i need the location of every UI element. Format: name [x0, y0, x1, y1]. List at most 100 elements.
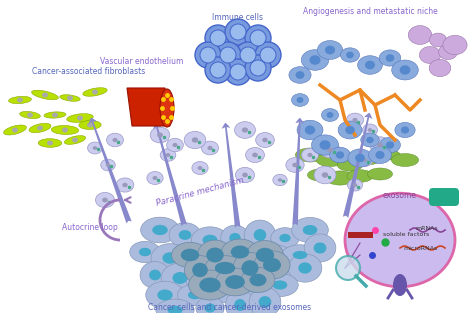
Ellipse shape	[363, 158, 367, 162]
Ellipse shape	[249, 287, 281, 313]
Ellipse shape	[60, 95, 80, 101]
Ellipse shape	[393, 274, 407, 296]
Circle shape	[225, 19, 251, 45]
Ellipse shape	[400, 65, 410, 74]
Ellipse shape	[429, 33, 447, 47]
Circle shape	[260, 47, 276, 63]
Ellipse shape	[192, 162, 208, 174]
Ellipse shape	[208, 146, 212, 150]
Text: Angiogenesis and metastatic niche: Angiogenesis and metastatic niche	[302, 8, 438, 17]
Ellipse shape	[202, 235, 218, 245]
Ellipse shape	[345, 126, 355, 134]
Ellipse shape	[316, 153, 344, 167]
Ellipse shape	[327, 112, 333, 118]
Ellipse shape	[304, 234, 336, 262]
Ellipse shape	[314, 166, 336, 184]
Ellipse shape	[345, 193, 455, 287]
Ellipse shape	[140, 262, 170, 289]
Ellipse shape	[44, 112, 66, 118]
Ellipse shape	[87, 122, 93, 127]
Ellipse shape	[254, 251, 290, 279]
Ellipse shape	[226, 290, 255, 313]
Circle shape	[235, 42, 261, 68]
Ellipse shape	[286, 158, 304, 172]
Ellipse shape	[241, 260, 258, 276]
Ellipse shape	[146, 281, 184, 309]
Ellipse shape	[112, 138, 118, 142]
Ellipse shape	[201, 141, 219, 155]
Ellipse shape	[179, 230, 191, 240]
Circle shape	[336, 256, 360, 280]
Text: Cancer-associated fibroblasts: Cancer-associated fibroblasts	[32, 68, 145, 76]
Ellipse shape	[353, 183, 357, 187]
Ellipse shape	[366, 137, 374, 143]
Ellipse shape	[386, 141, 394, 149]
FancyBboxPatch shape	[348, 232, 373, 238]
Ellipse shape	[62, 127, 68, 132]
Ellipse shape	[255, 132, 274, 147]
Ellipse shape	[274, 267, 286, 277]
Circle shape	[245, 55, 271, 81]
Ellipse shape	[292, 251, 307, 259]
Ellipse shape	[361, 133, 379, 147]
Ellipse shape	[310, 55, 320, 65]
Ellipse shape	[141, 217, 179, 243]
Ellipse shape	[282, 245, 319, 265]
Ellipse shape	[205, 256, 246, 280]
Circle shape	[205, 57, 231, 83]
Ellipse shape	[116, 178, 134, 192]
Ellipse shape	[377, 142, 383, 147]
Ellipse shape	[149, 269, 161, 280]
Ellipse shape	[101, 159, 115, 171]
Ellipse shape	[180, 250, 210, 274]
Ellipse shape	[186, 269, 224, 291]
Ellipse shape	[95, 192, 115, 208]
Text: microRNAs: microRNAs	[403, 245, 437, 250]
Ellipse shape	[262, 138, 268, 142]
Ellipse shape	[156, 299, 194, 313]
Ellipse shape	[198, 166, 202, 170]
Ellipse shape	[252, 153, 258, 157]
Ellipse shape	[151, 244, 189, 272]
Ellipse shape	[218, 285, 232, 295]
Ellipse shape	[305, 126, 315, 135]
Ellipse shape	[157, 132, 163, 137]
Ellipse shape	[9, 96, 31, 104]
Ellipse shape	[177, 284, 213, 306]
Ellipse shape	[386, 54, 394, 62]
Ellipse shape	[298, 262, 312, 274]
Ellipse shape	[211, 264, 249, 286]
Ellipse shape	[233, 250, 267, 270]
Ellipse shape	[255, 245, 294, 271]
Ellipse shape	[72, 137, 78, 142]
Ellipse shape	[83, 88, 107, 96]
Ellipse shape	[199, 278, 221, 292]
Ellipse shape	[365, 61, 375, 69]
Ellipse shape	[242, 172, 248, 177]
Ellipse shape	[153, 176, 157, 180]
Ellipse shape	[308, 153, 312, 157]
Ellipse shape	[235, 277, 275, 299]
Ellipse shape	[288, 254, 322, 282]
Ellipse shape	[292, 163, 298, 167]
Ellipse shape	[231, 245, 249, 259]
Text: exosome: exosome	[383, 191, 417, 199]
Ellipse shape	[337, 159, 363, 171]
Ellipse shape	[184, 131, 206, 149]
Ellipse shape	[361, 156, 380, 165]
Ellipse shape	[369, 146, 392, 164]
Ellipse shape	[292, 218, 328, 243]
Ellipse shape	[438, 44, 457, 59]
Ellipse shape	[64, 136, 86, 144]
Text: Vascular endothelium: Vascular endothelium	[100, 58, 184, 66]
Ellipse shape	[338, 121, 362, 139]
Ellipse shape	[130, 241, 160, 263]
Ellipse shape	[122, 183, 128, 187]
Ellipse shape	[208, 277, 242, 303]
Ellipse shape	[152, 225, 168, 235]
Ellipse shape	[52, 112, 58, 117]
Ellipse shape	[222, 270, 237, 280]
Ellipse shape	[308, 169, 333, 181]
Ellipse shape	[221, 239, 258, 265]
Ellipse shape	[92, 90, 98, 95]
